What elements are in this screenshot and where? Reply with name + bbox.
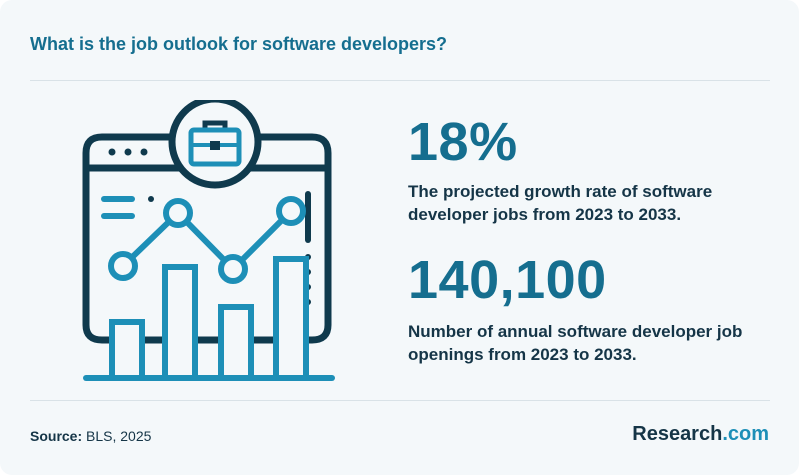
page-title: What is the job outlook for software dev…: [30, 34, 448, 54]
source-value: BLS, 2025: [82, 428, 152, 444]
divider-bottom: [30, 400, 770, 401]
divider-top: [30, 80, 770, 81]
brand-name: Research: [632, 423, 723, 445]
stat-annual-openings: 140,100: [408, 250, 607, 310]
browser-chart-briefcase-icon: [82, 100, 335, 381]
source-citation: Source: BLS, 2025: [30, 428, 151, 444]
brand-logo: Research.com: [632, 423, 769, 446]
stat-growth-rate-description: The projected growth rate of software de…: [408, 182, 713, 224]
stat-growth-rate: 18%: [408, 112, 518, 172]
stat-annual-openings-description: Number of annual software developer job …: [408, 322, 743, 364]
source-label: Source:: [30, 428, 83, 444]
brand-domain: .com: [722, 423, 769, 445]
